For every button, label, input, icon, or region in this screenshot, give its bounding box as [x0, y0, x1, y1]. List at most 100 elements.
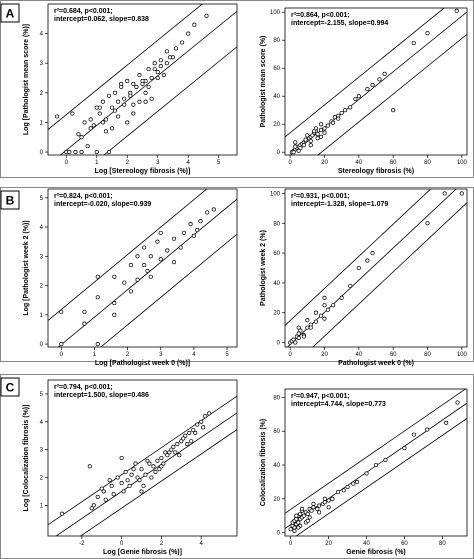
- y-tick-label: 100: [270, 10, 281, 16]
- data-point: [88, 126, 93, 131]
- prediction-band-line: [285, 189, 432, 326]
- y-tick-label: 0: [40, 342, 44, 348]
- data-point: [122, 280, 127, 285]
- y-tick-label: 2: [40, 476, 44, 482]
- data-point: [113, 108, 118, 113]
- data-point: [112, 312, 117, 317]
- x-tick-label: 4: [187, 160, 191, 166]
- plot-area: [284, 7, 468, 156]
- data-point: [454, 8, 459, 13]
- data-point: [139, 489, 144, 494]
- data-point: [158, 230, 163, 235]
- data-point: [128, 263, 133, 268]
- stats-annotation: intercept=-0.020, slope=0.939: [54, 201, 151, 208]
- data-point: [301, 334, 306, 339]
- data-point: [159, 455, 164, 461]
- y-tick-label: 20: [273, 497, 280, 503]
- data-point: [155, 239, 160, 244]
- data-point: [148, 274, 153, 279]
- x-tick-label: 5: [225, 352, 229, 358]
- y-axis-label: Colocalization fibrosis (%): [260, 419, 267, 507]
- data-point: [164, 61, 169, 66]
- data-point: [322, 295, 327, 300]
- data-point: [101, 489, 106, 494]
- data-point: [95, 274, 100, 279]
- y-tick-label: 0: [277, 531, 281, 537]
- data-point: [85, 144, 90, 149]
- data-point: [203, 414, 208, 419]
- data-point: [300, 506, 305, 512]
- data-point: [109, 126, 115, 131]
- data-point: [148, 254, 153, 259]
- data-point: [207, 411, 212, 416]
- stats-annotation: intercept=-1.328, slope=1.079: [291, 201, 388, 208]
- data-point: [188, 222, 193, 227]
- data-point: [147, 461, 152, 466]
- x-tick-label: 0: [65, 160, 69, 166]
- data-point: [143, 99, 148, 104]
- data-point: [88, 117, 93, 122]
- data-point: [73, 149, 78, 155]
- x-axis-label: Pathologist week 0 (%): [338, 360, 414, 367]
- data-point: [122, 96, 127, 101]
- data-point: [307, 515, 312, 520]
- data-point: [146, 84, 151, 89]
- data-point: [317, 510, 322, 515]
- plot-area: [284, 388, 468, 537]
- data-point: [143, 90, 148, 95]
- y-tick-label: 3: [40, 254, 44, 260]
- plot-area: [47, 379, 238, 537]
- y-tick-label: 40: [273, 94, 280, 100]
- data-point: [319, 127, 324, 132]
- data-point: [301, 143, 306, 148]
- data-point: [82, 321, 87, 326]
- data-point: [158, 257, 163, 262]
- x-tick-label: 4: [192, 352, 196, 358]
- data-point: [296, 336, 301, 341]
- data-point: [298, 145, 303, 151]
- x-tick-label: 0: [120, 541, 124, 547]
- y-tick-label: 4: [40, 32, 44, 38]
- prediction-band-line: [79, 429, 237, 536]
- data-point: [161, 73, 166, 78]
- data-point: [158, 58, 163, 63]
- data-point: [109, 483, 114, 488]
- data-point: [308, 143, 313, 148]
- y-tick-label: 80: [273, 221, 280, 227]
- x-tick-label: 80: [439, 541, 446, 547]
- data-point: [91, 123, 96, 128]
- data-point: [313, 126, 318, 131]
- x-tick-label: 20: [321, 352, 328, 358]
- data-point: [444, 420, 449, 425]
- data-point: [189, 439, 194, 444]
- data-point: [128, 289, 133, 294]
- data-point: [365, 87, 370, 92]
- y-tick-label: 2: [40, 284, 44, 290]
- data-point: [292, 525, 297, 530]
- x-tick-label: 60: [390, 352, 397, 358]
- data-point: [113, 90, 118, 95]
- data-point: [325, 123, 330, 128]
- data-point: [100, 99, 105, 104]
- data-point: [199, 419, 204, 424]
- data-point: [152, 67, 157, 72]
- data-point: [94, 149, 99, 155]
- data-point: [339, 295, 344, 300]
- panel-letter: A: [6, 7, 15, 21]
- chart-A2: 0 20 40 60 80 100 0 20 40 60 80 100 Stereology fibro…: [260, 7, 468, 175]
- y-tick-label: 0: [277, 341, 281, 347]
- x-tick-label: 40: [363, 541, 370, 547]
- y-tick-label: 40: [273, 281, 280, 287]
- data-point: [137, 73, 142, 78]
- regression-line: [59, 10, 237, 155]
- data-point: [187, 430, 192, 435]
- data-point: [134, 84, 139, 89]
- regression-line: [57, 198, 237, 347]
- data-point: [103, 129, 108, 134]
- data-point: [91, 503, 96, 508]
- data-point: [383, 457, 388, 463]
- stats-annotation: intercept=4.744, slope=0.773: [291, 401, 386, 408]
- data-point: [425, 221, 430, 226]
- data-point: [173, 450, 178, 455]
